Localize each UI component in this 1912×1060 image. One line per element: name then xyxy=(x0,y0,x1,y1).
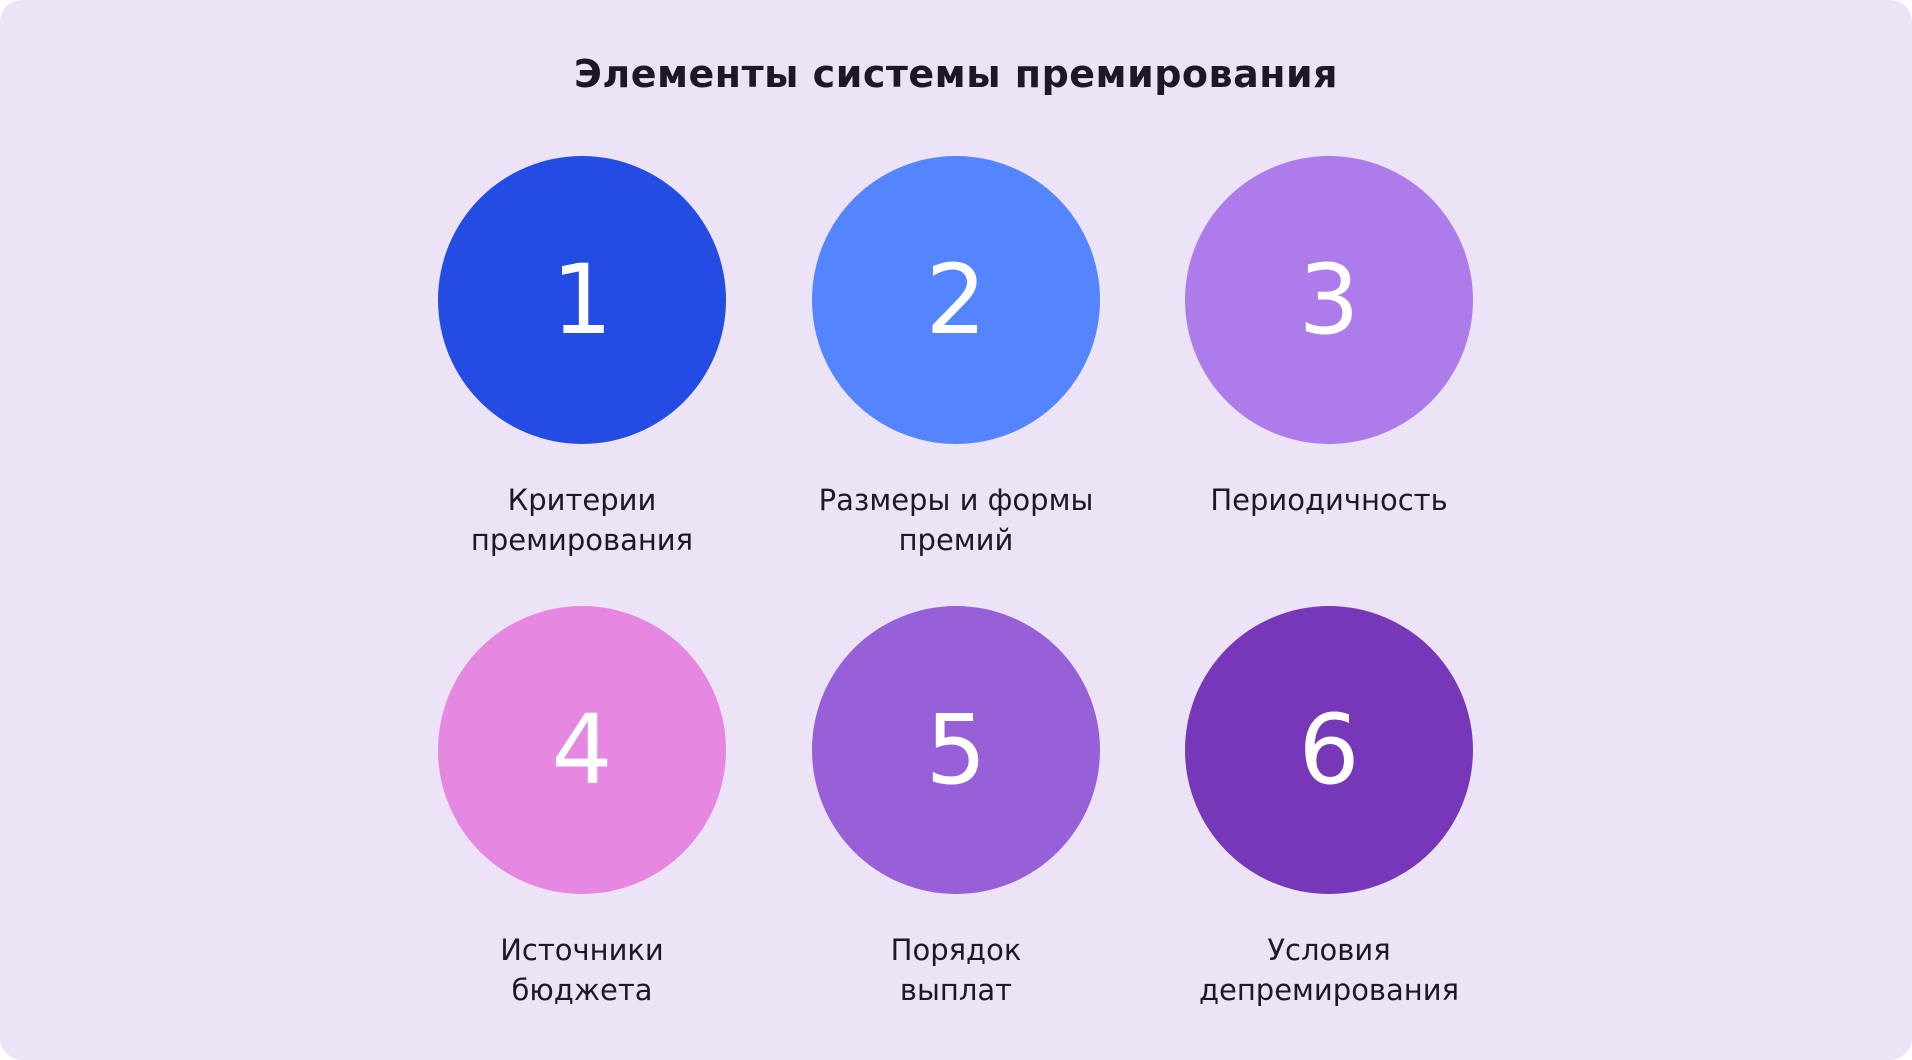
number-circle: 1 xyxy=(438,156,726,444)
element-item-4: 4 Источники бюджета xyxy=(392,606,772,1010)
number-circle: 5 xyxy=(812,606,1100,894)
element-label: Критерии премирования xyxy=(470,483,694,557)
element-item-6: 6 Условия депремирования xyxy=(1139,606,1519,1010)
element-label: Порядок выплат xyxy=(890,933,1022,1007)
element-label: Размеры и формы премий xyxy=(818,483,1094,557)
number-circle: 3 xyxy=(1185,156,1473,444)
number-circle: 6 xyxy=(1185,606,1473,894)
element-item-2: 2 Размеры и формы премий xyxy=(766,156,1146,560)
element-label: Периодичность xyxy=(1210,483,1448,517)
number-circle: 4 xyxy=(438,606,726,894)
element-item-3: 3 Периодичность xyxy=(1139,156,1519,520)
number-circle: 2 xyxy=(812,156,1100,444)
element-item-1: 1 Критерии премирования xyxy=(392,156,772,560)
diagram-title: Элементы системы премирования xyxy=(573,52,1339,96)
element-item-5: 5 Порядок выплат xyxy=(766,606,1146,1010)
element-label: Источники бюджета xyxy=(500,933,664,1007)
element-label: Условия депремирования xyxy=(1198,933,1460,1007)
